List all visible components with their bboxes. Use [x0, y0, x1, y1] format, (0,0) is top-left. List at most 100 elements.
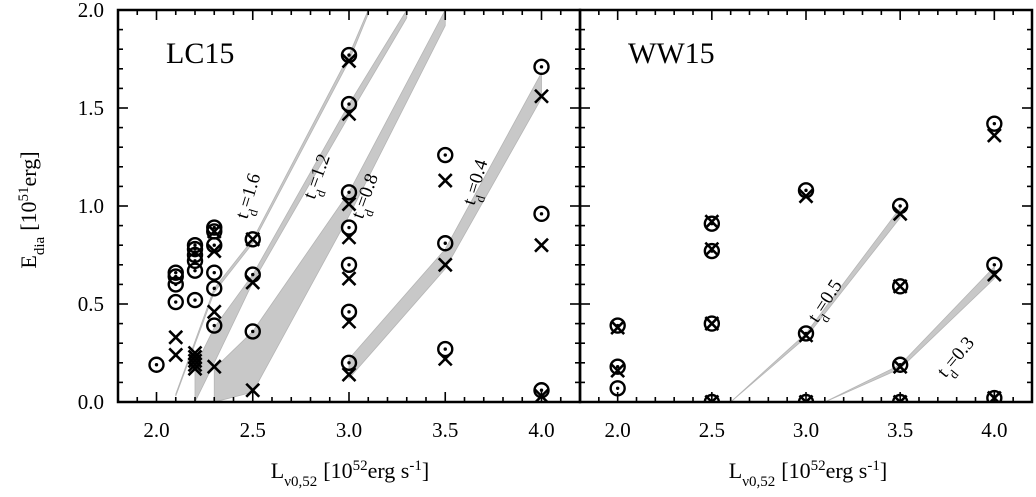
- circle-dot: [539, 388, 544, 392]
- circle-point: [437, 340, 454, 358]
- td-band: [824, 265, 995, 402]
- circle-dot: [212, 323, 216, 328]
- x-tick-label: 4.0: [528, 418, 554, 442]
- circle-point: [340, 303, 358, 321]
- circle-point: [986, 115, 1003, 132]
- circle-dot: [193, 247, 197, 251]
- circle-point: [206, 317, 223, 334]
- x-ticks: [598, 10, 1014, 402]
- circle-ring: [891, 356, 909, 373]
- cross-point: [798, 327, 814, 343]
- cross-point: [892, 278, 908, 294]
- cross-point: [341, 314, 357, 330]
- circle-dot: [347, 53, 351, 57]
- circle-dot: [992, 121, 997, 126]
- cross-point: [610, 363, 626, 379]
- circle-point: [186, 262, 204, 279]
- cross-point: [534, 237, 549, 253]
- band-label: td=0.3: [933, 333, 983, 385]
- cross-point: [245, 275, 261, 290]
- band-label: td=1.6: [232, 171, 271, 223]
- circle-ring: [206, 317, 223, 334]
- circle-point: [437, 146, 454, 164]
- cross-point: [341, 106, 357, 122]
- cross-point: [704, 394, 720, 402]
- circle-ring: [186, 262, 204, 279]
- circle-ring: [437, 340, 454, 358]
- circle-ring: [340, 256, 358, 273]
- circle-dot: [804, 188, 808, 193]
- circle-point: [206, 219, 223, 236]
- circle-ring: [340, 95, 358, 113]
- circle-ring: [186, 236, 204, 254]
- circle-ring: [437, 235, 454, 252]
- circle-ring: [244, 323, 261, 340]
- panel-title: LC15: [166, 37, 234, 70]
- circle-dot: [212, 270, 216, 275]
- cross-point: [704, 316, 720, 332]
- circle-dot: [251, 329, 255, 334]
- circle-ring: [703, 242, 721, 260]
- x-tick-label: 2.0: [143, 418, 169, 442]
- cross-point: [892, 359, 908, 375]
- circle-dot: [154, 363, 159, 367]
- y-axis-label: Edia[1051erg]: [16, 151, 48, 268]
- cross-point: [341, 196, 357, 212]
- circle-point: [703, 242, 721, 260]
- cross-point: [168, 347, 184, 363]
- cross-point: [437, 351, 453, 367]
- x-tick-label: 2.0: [605, 418, 631, 442]
- circle-dot: [347, 310, 351, 314]
- circle-dot: [212, 243, 216, 247]
- y-ticks: [580, 28, 1032, 384]
- y-tick-label: 0.0: [78, 390, 104, 414]
- band-label: td=1.2: [299, 151, 340, 204]
- x-tick-label: 3.0: [793, 418, 819, 442]
- circle-dot: [898, 204, 902, 208]
- y-tick-label: 1.0: [78, 194, 104, 218]
- circle-point: [609, 317, 626, 334]
- circle-ring: [340, 219, 358, 236]
- markers: [609, 115, 1003, 402]
- circle-ring: [797, 325, 815, 342]
- td-band: [213, 10, 446, 402]
- cross-point: [798, 394, 814, 402]
- circle-ring: [186, 291, 204, 309]
- cross-point: [206, 243, 222, 259]
- circle-dot: [212, 225, 216, 230]
- y-tick-label: 1.5: [78, 96, 104, 120]
- circle-point: [340, 256, 358, 273]
- panel-lc15: td=1.6 td=1.2td=0.8 td=0.42.0 2.5 3.0 3.5 4.0L…: [116, 8, 582, 442]
- cross-point: [437, 257, 453, 273]
- circle-ring: [891, 278, 909, 295]
- circle-ring: [340, 184, 358, 201]
- cross-point: [245, 382, 261, 398]
- x-tick-label: 2.5: [699, 418, 725, 442]
- circle-ring: [609, 358, 626, 375]
- circle-dot: [615, 386, 620, 390]
- circle-ring: [244, 231, 261, 248]
- circle-point: [340, 184, 358, 201]
- cross-point: [892, 394, 908, 402]
- circle-point: [609, 358, 626, 375]
- circle-point: [186, 236, 204, 254]
- circle-ring: [986, 115, 1003, 132]
- cross-point: [206, 304, 222, 320]
- circle-dot: [347, 102, 351, 106]
- circle-dot: [251, 272, 255, 277]
- circle-ring: [609, 317, 626, 334]
- circle-point: [797, 325, 815, 342]
- circle-point: [148, 356, 165, 373]
- circle-dot: [539, 212, 544, 216]
- circle-point: [244, 323, 261, 340]
- circle-point: [986, 256, 1003, 273]
- circle-point: [206, 280, 223, 297]
- cross-point: [341, 229, 357, 245]
- circle-dot: [347, 190, 351, 194]
- circle-ring: [703, 215, 721, 232]
- markers: [148, 46, 550, 402]
- x-axis-label-left: Lν0,52 [1052erg s-1]: [271, 458, 429, 490]
- circle-point: [186, 291, 204, 309]
- circle-ring: [986, 389, 1003, 402]
